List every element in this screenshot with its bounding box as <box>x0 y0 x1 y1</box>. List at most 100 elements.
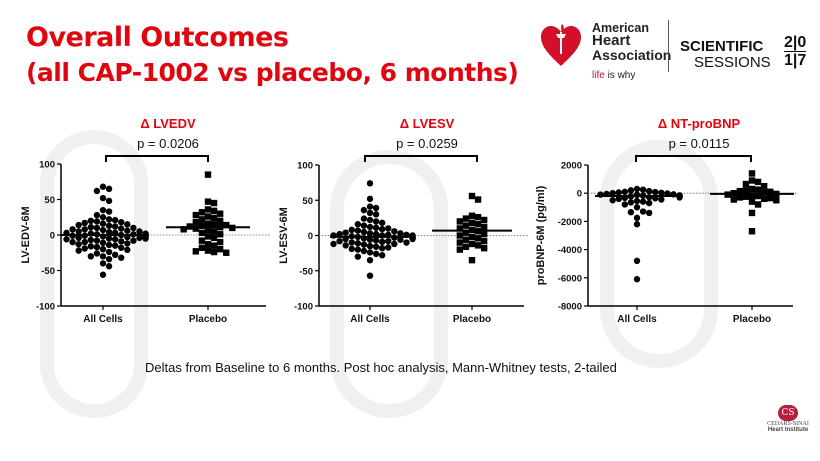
data-point-all-cells <box>633 214 641 222</box>
data-point-all-cells <box>366 249 374 256</box>
p-value-label: p = 0.0259 <box>396 136 458 151</box>
data-point-all-cells <box>118 254 125 261</box>
data-point-all-cells <box>615 189 622 196</box>
aha-name-line: Association <box>592 47 672 63</box>
data-point-all-cells <box>378 238 386 246</box>
data-point-placebo <box>462 215 470 222</box>
data-point-all-cells <box>87 253 95 260</box>
data-point-all-cells <box>633 185 641 193</box>
x-tick-label: All Cells <box>350 314 390 325</box>
data-point-all-cells <box>93 237 101 244</box>
data-point-all-cells <box>105 241 113 249</box>
significance-bracket <box>635 155 752 162</box>
data-point-placebo <box>198 237 206 244</box>
data-point-all-cells <box>93 224 101 232</box>
data-point-all-cells <box>372 230 380 238</box>
aha-tagline: life is why <box>592 70 635 81</box>
x-tick-label: All Cells <box>617 314 657 325</box>
data-point-all-cells <box>366 209 374 217</box>
aha-heart-torch-icon <box>541 24 581 66</box>
data-point-all-cells <box>118 244 125 251</box>
y-axis-label: proBNP-6M (pg/ml) <box>535 185 547 285</box>
data-point-all-cells <box>81 219 88 227</box>
data-point-all-cells <box>124 221 131 228</box>
data-point-all-cells <box>615 195 622 203</box>
data-point-all-cells <box>354 221 362 228</box>
data-point-placebo <box>198 229 206 237</box>
data-point-placebo <box>216 231 224 238</box>
p-value-label: p = 0.0206 <box>137 136 199 151</box>
data-point-all-cells <box>360 241 368 248</box>
data-point-placebo <box>210 207 218 215</box>
data-point-placebo <box>480 216 488 224</box>
data-point-all-cells <box>360 206 368 214</box>
chart-title: Δ LVEDV <box>140 116 196 131</box>
data-point-placebo <box>456 225 464 232</box>
data-point-all-cells <box>645 187 653 195</box>
data-point-all-cells <box>111 251 119 259</box>
data-point-all-cells <box>99 183 107 190</box>
data-point-all-cells <box>69 238 76 246</box>
aha-tag-rest: is why <box>604 70 636 81</box>
data-point-all-cells <box>354 227 362 234</box>
x-tick-label: Placebo <box>189 314 227 325</box>
year-top: 2|0 <box>784 34 807 52</box>
data-point-placebo <box>754 201 762 208</box>
data-point-all-cells <box>385 244 392 251</box>
data-point-placebo <box>474 213 482 221</box>
data-point-all-cells <box>99 260 107 267</box>
data-point-placebo <box>748 198 756 205</box>
data-point-placebo <box>474 221 482 228</box>
data-point-all-cells <box>609 190 616 197</box>
significance-bracket <box>105 155 209 162</box>
data-point-all-cells <box>336 237 343 245</box>
chart-lvedv: Δ LVEDV p = 0.0206 100 50 0 -50 -100 LV-EDV-6M A… <box>20 116 271 325</box>
data-point-placebo <box>204 247 212 254</box>
data-point-placebo <box>748 185 756 193</box>
p-value-label: p = 0.0115 <box>669 136 730 151</box>
data-point-all-cells <box>93 211 101 219</box>
chart-lvesv: Δ LVESV p = 0.0259 100 50 0 -50 -100 LV-ESV-6M A… <box>278 116 529 325</box>
data-point-placebo <box>216 246 224 253</box>
data-point-all-cells <box>87 223 95 231</box>
data-point-all-cells <box>372 224 380 231</box>
data-point-placebo <box>468 192 476 200</box>
data-point-all-cells <box>621 201 629 208</box>
slide-title: Overall Outcomes <box>26 22 289 53</box>
sessions-title: SCIENTIFIC <box>680 38 764 55</box>
data-point-all-cells <box>99 226 107 234</box>
data-point-placebo <box>192 219 200 226</box>
data-point-placebo <box>210 248 218 256</box>
x-tick-label: Placebo <box>453 314 491 325</box>
data-point-placebo <box>216 217 224 224</box>
significance-bracket <box>364 155 478 162</box>
sessions-year: 2|0 1|7 <box>784 34 807 69</box>
y-axis-label: LV-EDV-6M <box>20 206 32 263</box>
data-point-placebo <box>748 192 756 199</box>
data-point-all-cells <box>639 198 647 205</box>
data-point-placebo <box>204 198 212 205</box>
data-point-all-cells <box>75 241 82 248</box>
y-tick-label: 100 <box>39 160 55 171</box>
y-tick-label: -50 <box>41 266 55 277</box>
data-point-all-cells <box>378 252 386 259</box>
data-point-all-cells <box>105 248 113 256</box>
data-point-all-cells <box>366 236 374 243</box>
data-point-placebo <box>468 219 476 227</box>
data-point-all-cells <box>75 228 82 235</box>
data-point-all-cells <box>136 228 143 235</box>
data-point-placebo <box>210 228 218 235</box>
cs-name: CEDARS-SINAI <box>767 421 809 427</box>
data-point-all-cells <box>633 257 641 265</box>
data-point-placebo <box>462 243 470 250</box>
y-tick-label: -2000 <box>558 217 582 228</box>
data-point-all-cells <box>354 240 362 247</box>
data-point-placebo <box>192 225 200 232</box>
data-point-placebo <box>468 256 476 264</box>
data-point-all-cells <box>366 256 374 264</box>
data-point-all-cells <box>627 209 635 216</box>
data-point-placebo <box>192 211 200 219</box>
data-point-all-cells <box>633 276 641 283</box>
data-point-all-cells <box>366 223 374 231</box>
data-point-placebo <box>223 249 230 256</box>
